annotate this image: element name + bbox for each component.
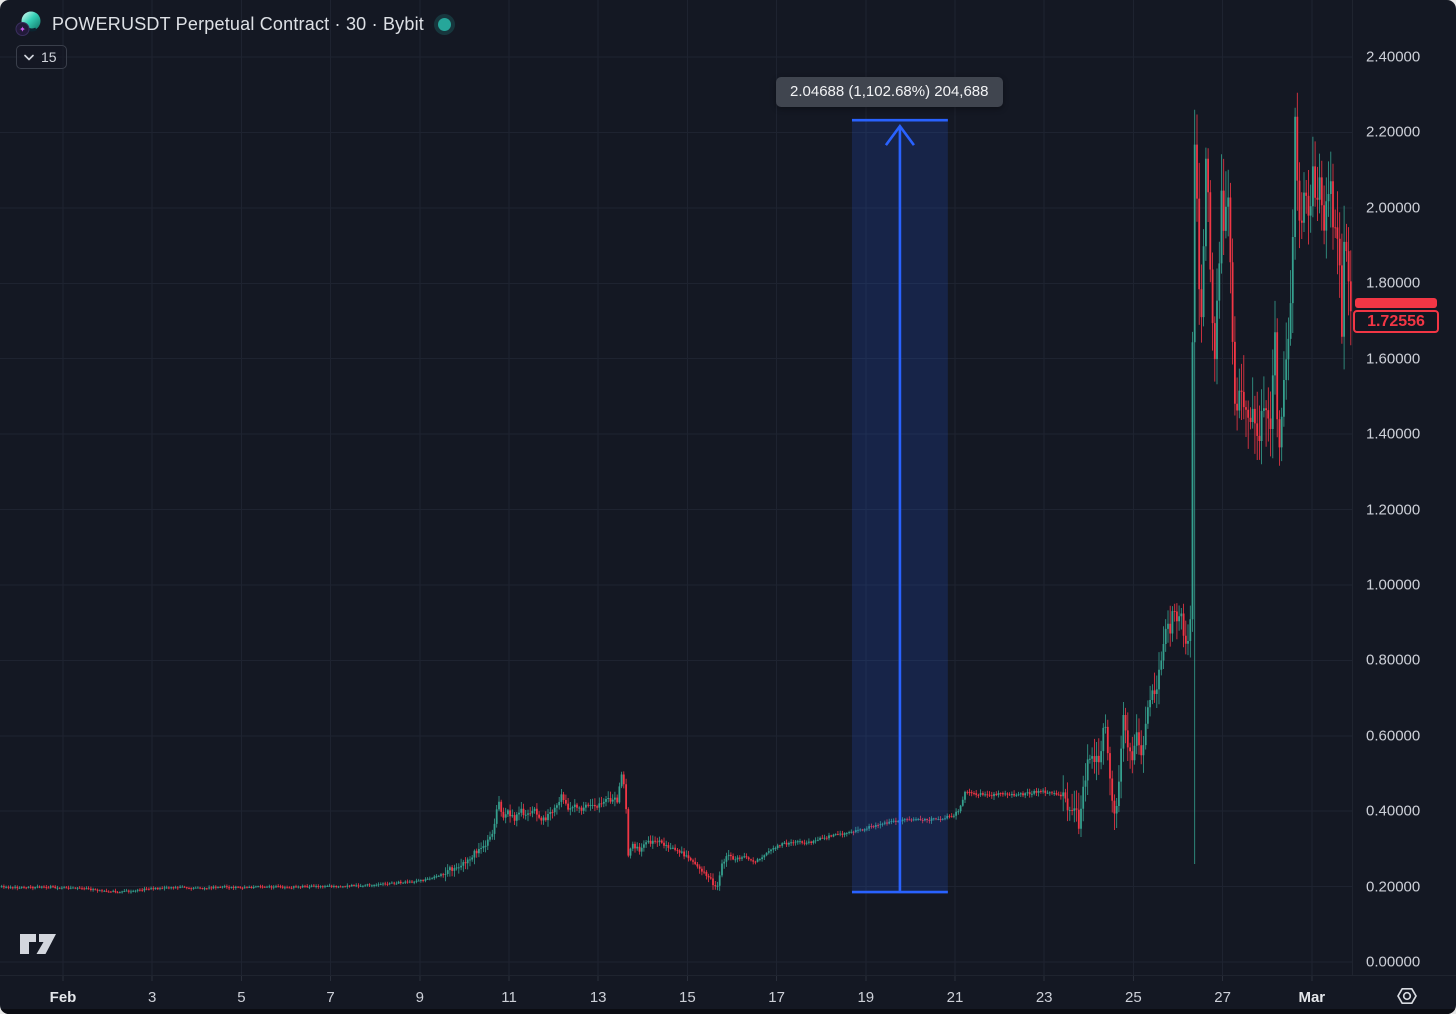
- price-tick-label: 1.00000: [1366, 576, 1421, 594]
- time-tick-label: 19: [857, 989, 875, 1006]
- price-tick-label: 0.60000: [1366, 727, 1421, 745]
- price-tick-label: 1.20000: [1366, 501, 1421, 519]
- time-axis-separator: [0, 975, 1456, 976]
- price-tick-label: 0.80000: [1366, 651, 1421, 669]
- time-tick-label: 25: [1125, 989, 1142, 1006]
- axis-settings-icon[interactable]: [1394, 984, 1420, 1008]
- last-price-label: 1.72556: [1353, 310, 1439, 334]
- time-tick-label: 9: [415, 989, 424, 1006]
- time-tick-label: 7: [326, 989, 335, 1006]
- time-tick-label: Mar: [1298, 989, 1326, 1006]
- price-tick-label: 1.80000: [1366, 274, 1421, 292]
- symbol-header: ✦ POWERUSDT Perpetual Contract · 30 · By…: [14, 11, 451, 37]
- price-tick-label: 2.00000: [1366, 199, 1421, 217]
- chevron-down-icon: [24, 54, 34, 60]
- measure-range-box[interactable]: [851, 118, 948, 894]
- price-tick-label: 1.60000: [1366, 350, 1421, 368]
- time-tick-label: 27: [1214, 989, 1231, 1006]
- price-tick-label: 0.00000: [1366, 953, 1421, 971]
- market-status-dot[interactable]: [438, 17, 451, 31]
- time-tick-label: 13: [589, 989, 607, 1006]
- time-tick-label: 17: [768, 989, 785, 1006]
- price-axis-separator: [1352, 0, 1353, 975]
- last-price-badge: 1.72556: [1353, 298, 1439, 334]
- price-tick-label: 2.20000: [1366, 123, 1421, 141]
- measure-tooltip: 2.04688 (1,102.68%) 204,688: [776, 77, 1003, 107]
- time-tick-label: 11: [501, 989, 517, 1006]
- time-tick-label: 21: [946, 989, 964, 1006]
- time-tick-label: Feb: [49, 989, 77, 1006]
- symbol-title[interactable]: POWERUSDT Perpetual Contract · 30 · Bybi…: [52, 13, 424, 34]
- symbol-logo-icon: ✦: [15, 11, 41, 36]
- time-tick-label: 3: [148, 989, 157, 1006]
- time-tick-label: 23: [1035, 989, 1053, 1006]
- price-tick-label: 1.40000: [1366, 425, 1421, 443]
- last-price-marker: [1355, 298, 1437, 309]
- time-tick-label: 5: [237, 989, 246, 1006]
- bottom-edge: [0, 1009, 1456, 1014]
- svg-text:✦: ✦: [19, 25, 26, 34]
- interval-chip-label: 15: [41, 49, 57, 65]
- price-tick-label: 0.20000: [1366, 878, 1421, 896]
- tradingview-logo[interactable]: [18, 930, 60, 958]
- time-tick-label: 15: [679, 989, 696, 1006]
- price-tick-label: 0.40000: [1366, 802, 1421, 820]
- interval-chip[interactable]: 15: [16, 45, 67, 69]
- time-axis[interactable]: Feb 3 5 7 9 11 13 15 17 19 21 23 25 27 Mar: [0, 975, 1456, 1014]
- price-axis[interactable]: 2.40000 2.20000 2.00000 1.80000 1.60000 1.400…: [1352, 0, 1456, 975]
- price-tick-label: 2.40000: [1366, 48, 1421, 66]
